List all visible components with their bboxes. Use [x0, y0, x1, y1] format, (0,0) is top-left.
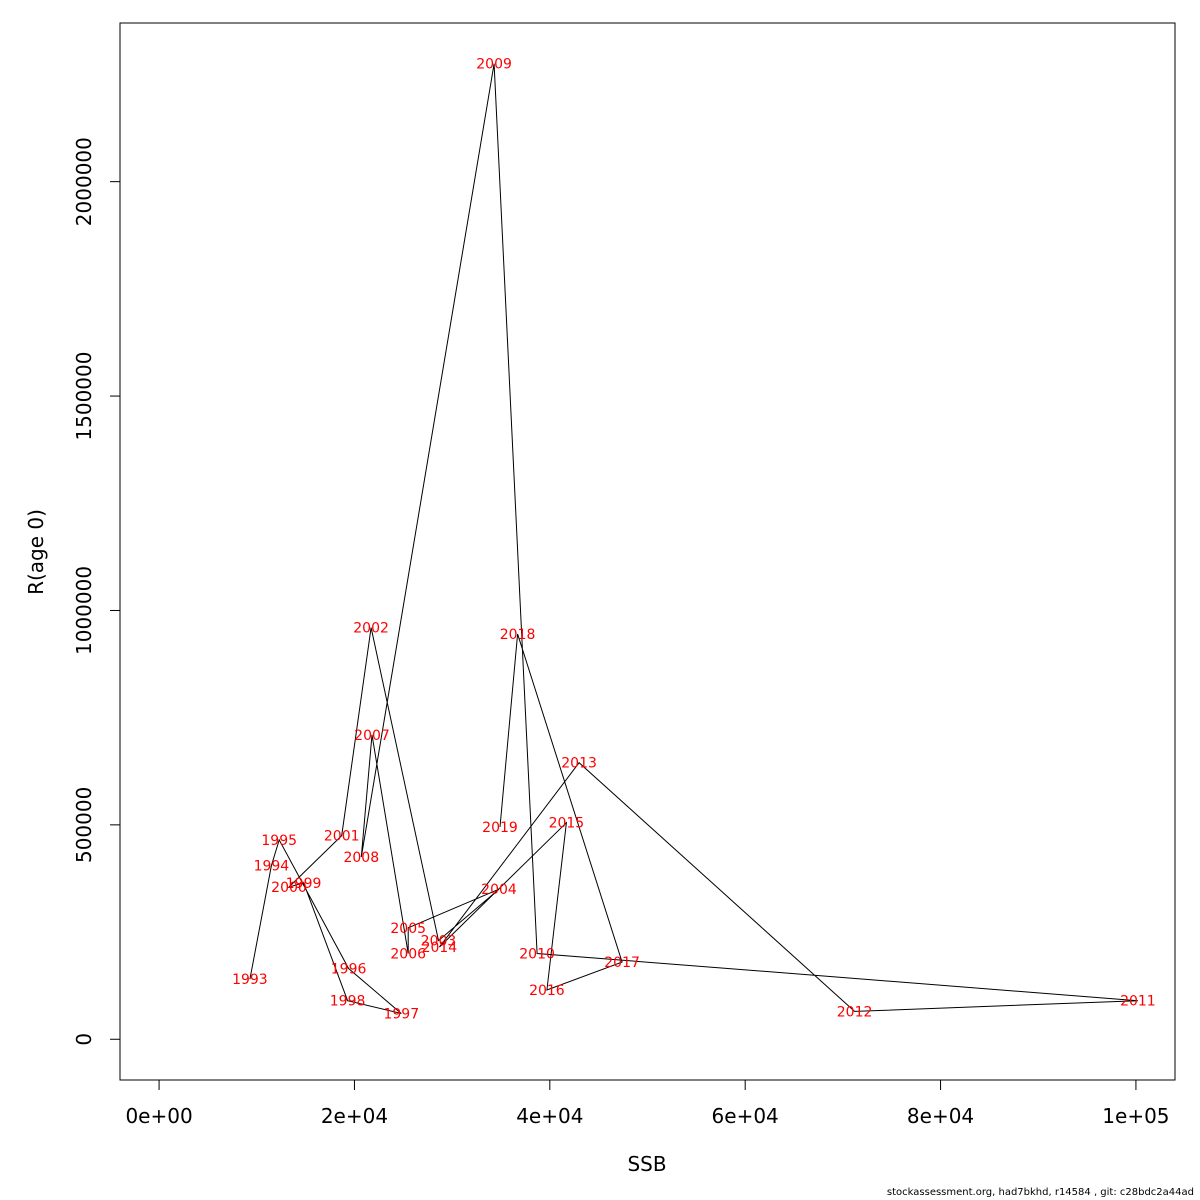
x-tick-label: 4e+04 — [516, 1104, 583, 1128]
point-label-2004: 2004 — [481, 882, 517, 898]
point-label-2001: 2001 — [324, 829, 360, 845]
plot-frame — [119, 22, 1176, 1081]
y-tick-label: 0 — [72, 1033, 96, 1046]
x-axis-title: SSB — [627, 1152, 666, 1176]
x-axis: 0e+00 2e+04 4e+04 6e+04 8e+04 1e+05 — [125, 1079, 1170, 1128]
point-label-2011: 2011 — [1120, 994, 1156, 1010]
x-tick-label: 1e+05 — [1102, 1104, 1169, 1128]
point-label-2017: 2017 — [604, 955, 640, 971]
x-tick-label: 6e+04 — [712, 1104, 779, 1128]
y-tick-label: 500000 — [72, 787, 96, 863]
point-label-2014: 2014 — [422, 940, 458, 956]
point-label-2013: 2013 — [561, 756, 597, 772]
point-label-2018: 2018 — [500, 627, 536, 643]
point-label-2009: 2009 — [476, 57, 512, 73]
point-label-2016: 2016 — [529, 983, 565, 999]
point-label-1996: 1996 — [331, 962, 367, 978]
point-label-2002: 2002 — [353, 621, 389, 637]
point-label-2003: 2003 — [421, 934, 457, 950]
y-tick-label: 2000000 — [72, 137, 96, 226]
x-tick-label: 2e+04 — [321, 1104, 388, 1128]
point-label-1999: 1999 — [286, 876, 322, 892]
y-tick-label: 1000000 — [72, 566, 96, 655]
point-label-2005: 2005 — [390, 921, 426, 937]
y-axis-title: R(age 0) — [24, 509, 48, 595]
point-label-2010: 2010 — [519, 947, 555, 963]
series-line — [249, 63, 1138, 1014]
x-tick-label: 8e+04 — [907, 1104, 974, 1128]
point-label-2006: 2006 — [390, 947, 426, 963]
point-label-1994: 1994 — [254, 859, 290, 875]
point-label-1995: 1995 — [261, 833, 297, 849]
x-tick-label: 0e+00 — [125, 1104, 192, 1128]
point-label-1993: 1993 — [232, 972, 268, 988]
point-label-2015: 2015 — [549, 816, 585, 832]
point-label-2008: 2008 — [343, 850, 379, 866]
y-axis: 0 500000 1000000 1500000 2000000 — [72, 137, 121, 1046]
footer-credit: stockassessment.org, had7bkhd, r14584 , … — [886, 1187, 1194, 1198]
point-label-2012: 2012 — [837, 1004, 873, 1020]
y-tick-label: 1500000 — [72, 352, 96, 441]
point-label-2007: 2007 — [354, 728, 390, 744]
point-label-1998: 1998 — [330, 994, 366, 1010]
point-label-2000: 2000 — [271, 880, 307, 896]
point-label-2019: 2019 — [482, 820, 518, 836]
point-label-1997: 1997 — [383, 1007, 419, 1023]
